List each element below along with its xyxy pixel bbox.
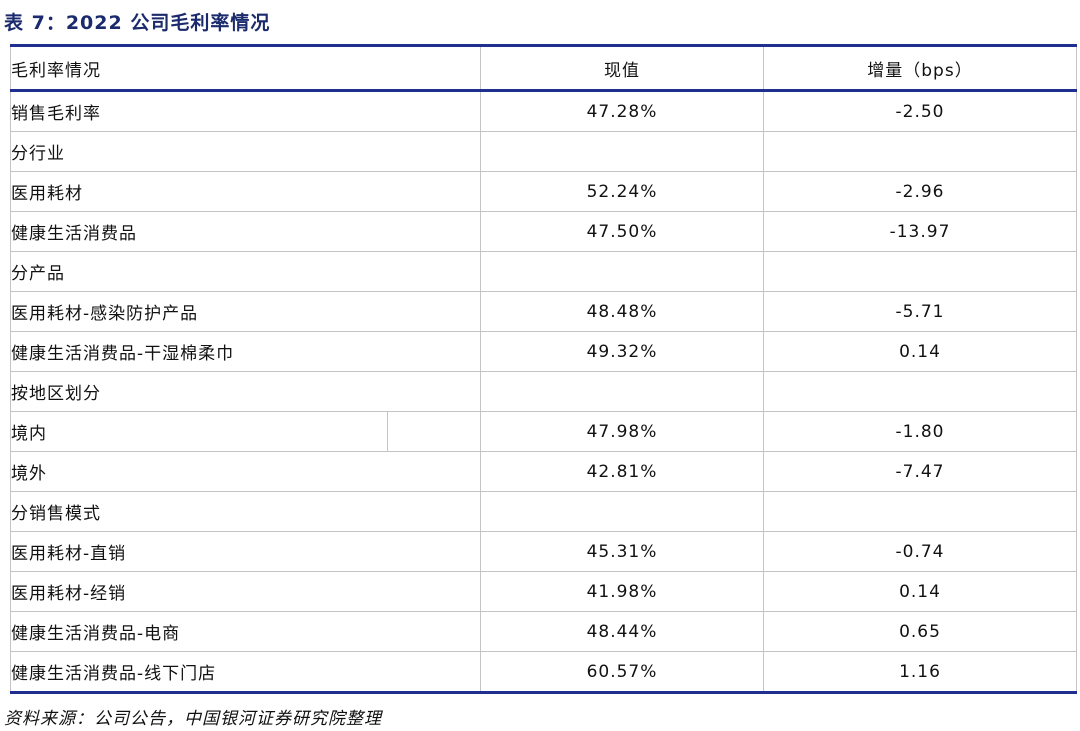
row-delta: -7.47 xyxy=(763,451,1077,492)
row-value: 52.24% xyxy=(480,171,764,212)
table-section-row: 分产品 xyxy=(10,251,1077,292)
row-value: 48.44% xyxy=(480,611,764,652)
row-label: 销售毛利率 xyxy=(10,90,481,132)
table-section-row: 分销售模式 xyxy=(10,491,1077,532)
header-value: 现值 xyxy=(480,45,764,92)
table-row: 医用耗材-直销 45.31% -0.74 xyxy=(10,531,1077,572)
table-row: 医用耗材 52.24% -2.96 xyxy=(10,171,1077,212)
section-label: 按地区划分 xyxy=(10,371,481,412)
row-label: 境外 xyxy=(10,451,481,492)
row-value: 60.57% xyxy=(480,651,764,693)
row-label: 健康生活消费品-干湿棉柔巾 xyxy=(10,331,481,372)
row-label-cell: 境内 xyxy=(10,411,481,452)
table-row: 销售毛利率 47.28% -2.50 xyxy=(10,90,1077,132)
row-value: 47.50% xyxy=(480,211,764,252)
table-caption: 表 7：2022 公司毛利率情况 xyxy=(4,12,271,34)
row-label: 健康生活消费品-线下门店 xyxy=(10,651,481,693)
row-label: 医用耗材-直销 xyxy=(10,531,481,572)
table-row: 健康生活消费品-电商 48.44% 0.65 xyxy=(10,611,1077,652)
row-value: 48.48% xyxy=(480,291,764,332)
row-delta: -5.71 xyxy=(763,291,1077,332)
row-delta xyxy=(763,371,1077,412)
row-delta: -0.74 xyxy=(763,531,1077,572)
row-value: 47.28% xyxy=(480,90,764,132)
section-label: 分行业 xyxy=(10,131,481,172)
row-label: 境内 xyxy=(11,424,47,444)
row-value: 41.98% xyxy=(480,571,764,612)
header-category: 毛利率情况 xyxy=(10,45,481,92)
row-delta: -13.97 xyxy=(763,211,1077,252)
row-delta xyxy=(763,491,1077,532)
table-body: 销售毛利率 47.28% -2.50 分行业 医用耗材 52.24% -2.96… xyxy=(10,90,1077,693)
row-value xyxy=(480,251,764,292)
row-delta: -2.50 xyxy=(763,90,1077,132)
row-value xyxy=(480,491,764,532)
header-row: 毛利率情况 现值 增量（bps） xyxy=(10,45,1077,92)
table-row: 健康生活消费品-线下门店 60.57% 1.16 xyxy=(10,651,1077,693)
table-row: 医用耗材-感染防护产品 48.48% -5.71 xyxy=(10,291,1077,332)
gross-margin-table: 毛利率情况 现值 增量（bps） 销售毛利率 47.28% -2.50 分行业 … xyxy=(10,44,1077,694)
table-section-row: 按地区划分 xyxy=(10,371,1077,412)
table-row: 境外 42.81% -7.47 xyxy=(10,451,1077,492)
row-label: 医用耗材-感染防护产品 xyxy=(10,291,481,332)
row-delta: 0.65 xyxy=(763,611,1077,652)
row-label: 健康生活消费品 xyxy=(10,211,481,252)
cell-divider xyxy=(387,412,388,451)
row-delta xyxy=(763,131,1077,172)
table-header: 毛利率情况 现值 增量（bps） xyxy=(10,45,1077,92)
row-delta: -1.80 xyxy=(763,411,1077,452)
row-value: 45.31% xyxy=(480,531,764,572)
row-value: 42.81% xyxy=(480,451,764,492)
table-row: 医用耗材-经销 41.98% 0.14 xyxy=(10,571,1077,612)
row-value xyxy=(480,371,764,412)
section-label: 分产品 xyxy=(10,251,481,292)
row-delta: -2.96 xyxy=(763,171,1077,212)
table-row: 健康生活消费品 47.50% -13.97 xyxy=(10,211,1077,252)
header-delta: 增量（bps） xyxy=(763,45,1077,92)
row-value: 47.98% xyxy=(480,411,764,452)
section-label: 分销售模式 xyxy=(10,491,481,532)
row-label: 医用耗材-经销 xyxy=(10,571,481,612)
row-delta: 1.16 xyxy=(763,651,1077,693)
table-row: 境内 47.98% -1.80 xyxy=(10,411,1077,452)
row-delta xyxy=(763,251,1077,292)
source-note: 资料来源：公司公告，中国银河证券研究院整理 xyxy=(4,709,382,729)
row-delta: 0.14 xyxy=(763,571,1077,612)
table-section-row: 分行业 xyxy=(10,131,1077,172)
table-row: 健康生活消费品-干湿棉柔巾 49.32% 0.14 xyxy=(10,331,1077,372)
row-value: 49.32% xyxy=(480,331,764,372)
row-label: 医用耗材 xyxy=(10,171,481,212)
row-delta: 0.14 xyxy=(763,331,1077,372)
row-value xyxy=(480,131,764,172)
row-label: 健康生活消费品-电商 xyxy=(10,611,481,652)
